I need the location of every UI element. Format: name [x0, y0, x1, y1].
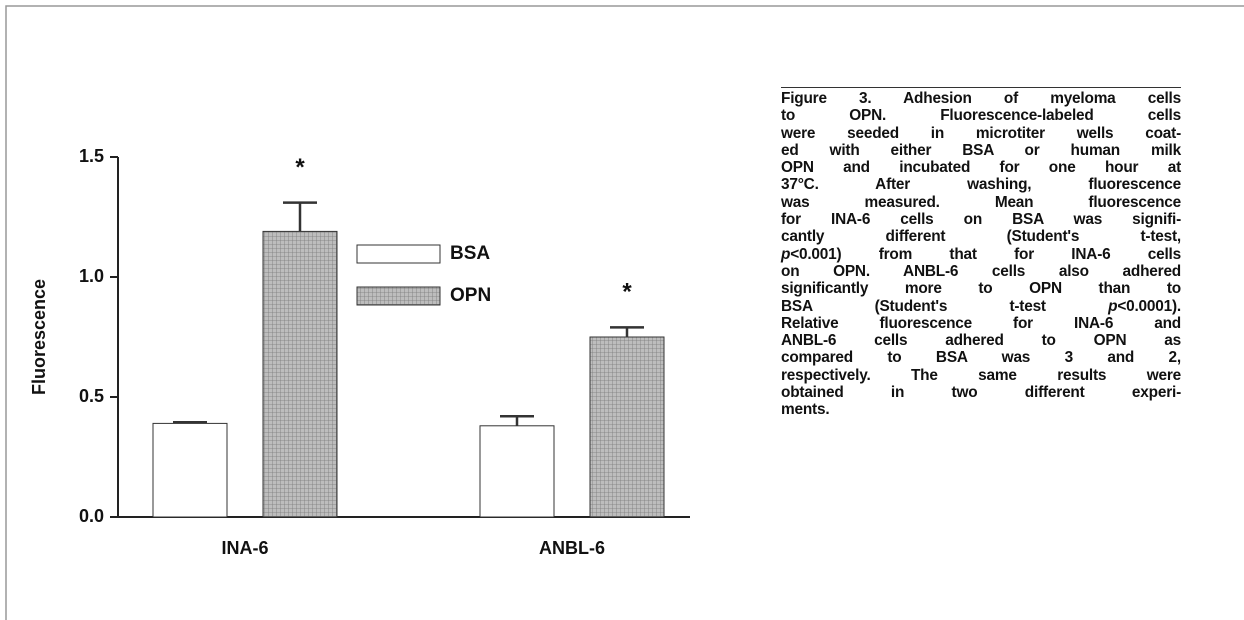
- y-tick-label: 0.5: [79, 386, 104, 406]
- caption-line: p<0.001) from that for INA-6 cells: [781, 246, 1181, 263]
- caption-line: on OPN. ANBL-6 cells also adhered: [781, 262, 1181, 280]
- caption-line: for INA-6 cells on BSA was signifi-: [781, 211, 1181, 229]
- bar: [479, 425, 555, 518]
- caption-line: to OPN. Fluorescence-labeled cells: [781, 107, 1181, 125]
- error-bar: [610, 326, 644, 337]
- x-tick-label: INA-6: [221, 538, 268, 558]
- bar: [152, 422, 228, 518]
- caption-italic: p: [781, 245, 791, 263]
- caption-line: ed with either BSA or human milk: [781, 141, 1181, 159]
- annotation: *: [622, 279, 632, 306]
- y-tick-label: 0.0: [79, 506, 104, 526]
- caption: Figure 3. Adhesion of myeloma cells to OP…: [781, 87, 1181, 419]
- legend-label: OPN: [450, 285, 491, 306]
- caption-line: respectively. The same results were: [781, 366, 1181, 384]
- caption-line: BSA (Student's t-test p<0.0001).: [781, 298, 1181, 315]
- legend-label: BSA: [450, 243, 490, 264]
- caption-line: obtained in two different experi-: [781, 384, 1181, 402]
- frame: [5, 5, 1244, 620]
- legend-swatch: [356, 286, 441, 306]
- annotation: *: [295, 154, 305, 181]
- error-bar: [173, 420, 207, 424]
- y-tick-label: 1.0: [79, 266, 104, 286]
- caption-line: ANBL-6 cells adhered to OPN as: [781, 332, 1181, 350]
- error-bar: [500, 414, 534, 426]
- caption-italic: p: [1108, 297, 1118, 315]
- caption-text: BSA (Student's t-test: [781, 297, 1109, 315]
- caption-line: compared to BSA was 3 and 2,: [781, 349, 1181, 367]
- caption-line: significantly more to OPN than to: [781, 280, 1181, 298]
- legend-swatch: [356, 244, 441, 264]
- caption-line: were seeded in microtiter wells coat-: [781, 124, 1181, 142]
- y-axis-label: Fluorescence: [29, 279, 49, 395]
- caption-line: Figure 3. Adhesion of myeloma cells: [781, 90, 1181, 107]
- caption-line: Relative fluorescence for INA-6 and: [781, 314, 1181, 332]
- caption-line: 37°C. After washing, fluorescence: [781, 176, 1181, 194]
- error-bar: [283, 201, 317, 232]
- caption-line: OPN and incubated for one hour at: [781, 159, 1181, 177]
- caption-text: <0.0001).: [1117, 297, 1181, 315]
- bar: [262, 230, 338, 518]
- bar: [589, 336, 665, 518]
- caption-line: cantly different (Student's t-test,: [781, 228, 1181, 246]
- caption-line: ments.: [781, 401, 830, 419]
- caption-line: was measured. Mean fluorescence: [781, 193, 1181, 211]
- y-tick-label: 1.5: [79, 146, 104, 166]
- x-tick-label: ANBL-6: [539, 538, 605, 558]
- caption-text: <0.001) from that for INA-6 cells: [790, 245, 1181, 263]
